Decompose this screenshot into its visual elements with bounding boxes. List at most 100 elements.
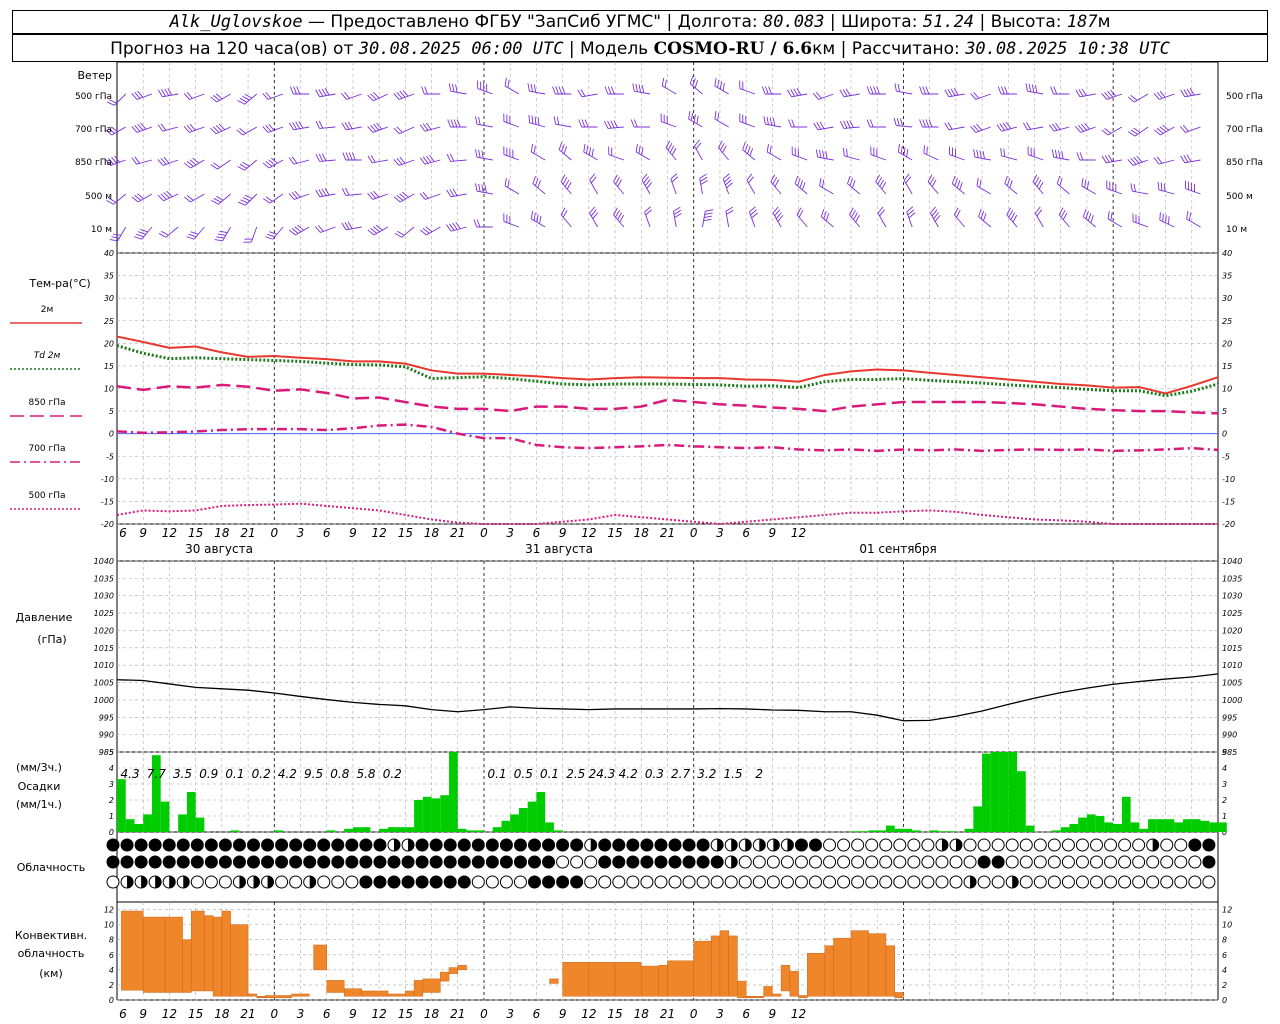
wind-barb-feather: [478, 116, 481, 125]
cloud-symbol-half: [183, 876, 190, 888]
wind-barb-feather: [1076, 152, 1081, 161]
wind-barb-feather: [1058, 207, 1064, 215]
convective-title-3: (км): [39, 967, 63, 980]
cloud-symbol-half: [127, 876, 134, 888]
wind-barb-feather: [237, 99, 245, 105]
cloud-symbol: [1104, 875, 1118, 889]
wind-barb-staff: [218, 193, 231, 205]
temp-series-line: [116, 423, 1219, 453]
cloud-symbol: [289, 855, 303, 869]
wind-barb-feather: [134, 156, 140, 164]
convective-bar: [868, 933, 887, 997]
precip-bar: [938, 831, 948, 832]
wind-barb-feather: [473, 219, 478, 228]
wind-barb-staff: [722, 178, 730, 195]
convective-bar: [361, 990, 389, 997]
wind-barb-staff: [1028, 154, 1044, 161]
wind-barb-feather: [996, 124, 1002, 132]
wind-barb-feather: [566, 181, 572, 190]
wind-barb-staff: [424, 126, 441, 132]
time-label-bottom: 3: [716, 1007, 724, 1021]
wind-barb-feather: [1101, 93, 1108, 100]
wind-barb-feather: [670, 173, 678, 180]
wind-barb-feather: [184, 162, 191, 169]
pres-tick-right: 990: [1222, 731, 1237, 740]
cloud-symbol: [809, 838, 822, 852]
provider-text: — Предоставлено ФГБУ "ЗапСиб УГМС": [308, 12, 662, 32]
wind-barb-feather: [455, 221, 461, 229]
precip-bar: [1191, 819, 1201, 832]
wind-barb-feather: [1026, 122, 1032, 130]
wind-barb-feather: [396, 126, 403, 133]
wind-barb-feather: [324, 88, 330, 96]
wind-barb-feather: [667, 142, 673, 151]
wind-barb-staff: [137, 193, 153, 203]
wind-barb-feather: [262, 162, 270, 169]
wind-barb-feather: [1012, 214, 1018, 223]
wind-barb-feather: [1127, 159, 1134, 166]
wind-barb-staff: [1134, 126, 1149, 137]
wind-barb-feather: [1104, 92, 1111, 99]
wind-barb-staff: [662, 85, 677, 95]
precip-unit-1h: (мм/1ч.): [16, 798, 62, 811]
wind-barb-feather: [347, 221, 353, 229]
cloud-symbol: [626, 855, 640, 869]
time-label-bottom: 0: [480, 1007, 488, 1021]
pres-tick-left: 1040: [94, 557, 114, 566]
wind-barb-feather: [242, 197, 251, 202]
latitude-value: 51.24: [922, 12, 975, 32]
precip-bar: [396, 827, 406, 832]
cloud-symbol: [204, 855, 218, 869]
wind-barb-feather: [108, 197, 117, 203]
cloud-symbol: [317, 875, 331, 889]
wind-barb-staff: [319, 126, 336, 129]
wind-barb-staff: [975, 93, 991, 100]
wind-barb-feather: [847, 176, 851, 184]
wind-barb-feather: [422, 123, 429, 131]
wind-barb-feather: [1006, 178, 1011, 186]
day-label: 30 августа: [185, 542, 253, 556]
wind-barb-feather: [189, 123, 196, 131]
wind-barb-feather: [717, 112, 720, 121]
wind-barb-feather: [1032, 174, 1038, 182]
cloud-symbol: [949, 855, 963, 869]
wind-barb-feather: [108, 158, 115, 165]
wind-barb-feather: [163, 156, 170, 164]
cloud-symbol: [612, 855, 626, 869]
wind-title: Ветер: [78, 69, 112, 82]
temp-tick-right: 35: [1222, 272, 1232, 281]
wind-barb-feather: [919, 119, 923, 128]
precip-bar: [545, 822, 554, 832]
conv-tick-left: 0: [109, 996, 114, 1005]
wind-barb-feather: [846, 148, 848, 157]
wind-barb-feather: [705, 209, 714, 212]
altitude-label: Высота:: [990, 12, 1062, 32]
time-label-top: 15: [607, 526, 622, 540]
wind-barb-staff: [613, 181, 625, 195]
cloud-symbol-half: [394, 839, 400, 851]
wind-barb-staff: [398, 93, 415, 100]
wind-barb-feather: [216, 195, 224, 201]
cloud-symbol: [991, 855, 1005, 869]
wind-barb-feather: [973, 149, 976, 158]
wind-barb-staff: [670, 178, 677, 195]
wind-barb-feather: [1056, 176, 1061, 184]
wind-barb-staff: [898, 151, 913, 161]
wind-barb-staff: [558, 149, 572, 161]
wind-barb-feather: [106, 199, 114, 205]
time-label-top: 12: [791, 526, 806, 540]
precip-bar: [143, 814, 152, 832]
cloud-symbol: [275, 875, 289, 889]
temp-tick-right: 20: [1222, 339, 1232, 348]
cloud-symbol: [1160, 838, 1174, 852]
day-label: 31 августа: [525, 542, 593, 556]
wind-barb-feather: [536, 214, 539, 223]
wind-barb-feather: [665, 140, 671, 148]
convective-bar: [191, 910, 205, 992]
wind-barb-feather: [1036, 179, 1042, 187]
wind-barb-feather: [720, 142, 725, 151]
cloud-symbol: [373, 875, 387, 889]
wind-barb-feather: [1156, 156, 1163, 164]
wind-barb-feather: [1054, 149, 1058, 158]
cloud-symbol: [710, 855, 724, 869]
